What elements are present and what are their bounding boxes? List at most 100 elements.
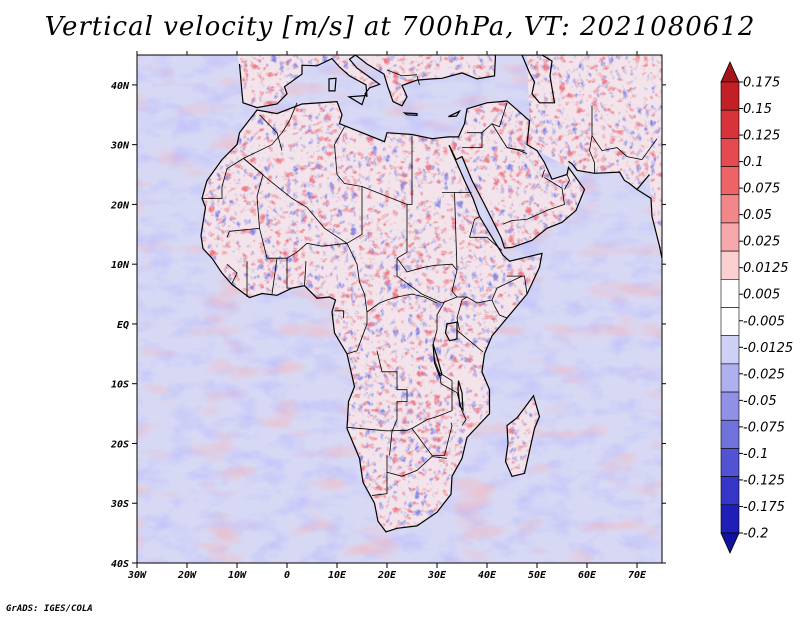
coastline-segment: [328, 77, 337, 92]
colorbar-label: -0.2: [743, 527, 768, 542]
x-tick-label: 0: [284, 570, 290, 581]
colorbar-label: -0.05: [743, 394, 777, 409]
colorbar-swatch: [720, 476, 740, 506]
border-segment: [439, 372, 467, 426]
border-segment: [456, 296, 468, 330]
colorbar-swatch: [720, 307, 740, 336]
colorbar-label: -0.125: [743, 473, 785, 488]
border-segment: [462, 132, 483, 148]
border-segment: [469, 216, 481, 238]
colorbar-label: 0.1: [743, 155, 764, 170]
coastline-segment: [402, 112, 418, 117]
x-axis: 30W 20W 10W 0 10E 20E 30E 40E 50E 60E 70E: [127, 51, 647, 581]
border-segment: [304, 261, 307, 286]
y-tick-label: 10N: [111, 260, 130, 271]
colorbar-label: 0.005: [743, 288, 780, 303]
border-segment: [396, 257, 458, 273]
y-tick-label: 10S: [111, 380, 129, 391]
coastline-segment: [568, 160, 595, 174]
colorbar-min-arrow: [720, 532, 740, 554]
colorbar-label: 0.025: [743, 235, 780, 250]
colorbar-swatch: [720, 138, 740, 167]
y-tick-label: 40N: [111, 81, 130, 92]
border-segment: [334, 126, 363, 187]
border-segment: [286, 258, 292, 289]
colorbar-label: 0.0125: [743, 261, 789, 276]
border-segment: [507, 275, 528, 295]
x-tick-label: 40E: [478, 570, 497, 581]
colorbar-swatch: [720, 250, 740, 280]
border-segment: [491, 102, 508, 128]
border-segment: [371, 455, 388, 496]
y-tick-label: 30N: [110, 141, 130, 152]
border-segment: [411, 422, 453, 456]
colorbar-swatch: [720, 391, 740, 421]
border-segment: [589, 135, 595, 174]
border-segment: [243, 102, 298, 159]
colorbar-label: -0.075: [743, 420, 785, 435]
colorbar-swatch: [720, 504, 740, 534]
colorbar-swatch: [720, 81, 740, 111]
y-tick-label: 20N: [110, 200, 130, 211]
chart-title: Vertical velocity [m/s] at 700hPa, VT: 2…: [44, 12, 756, 42]
colorbar-swatch: [720, 109, 740, 139]
colorbar-label: 0.175: [743, 76, 780, 91]
border-segment: [259, 228, 348, 259]
colorbar: 0.175 0.15 0.125 0.1 0.075 0.05 0.025 0.0125 0.0…: [720, 61, 793, 554]
lake-outline: [444, 321, 458, 342]
border-segment: [491, 299, 508, 319]
colorbar-label: -0.175: [743, 500, 785, 515]
y-axis: 40N 30N 20N 10N EQ 10S 20S 30S 40S: [110, 81, 666, 570]
colorbar-label: 0.05: [743, 208, 772, 223]
colorbar-swatch: [720, 335, 740, 365]
colorbar-label: -0.025: [743, 367, 785, 382]
x-tick-label: 50E: [528, 570, 547, 581]
colorbar-swatch: [720, 222, 740, 252]
y-tick-label: EQ: [117, 320, 129, 331]
border-segment: [564, 174, 570, 190]
grads-credit: GrADS: IGES/COLA: [6, 604, 93, 614]
y-tick-label: 20S: [110, 439, 129, 450]
velocity-field: [137, 55, 662, 563]
border-segment: [591, 105, 658, 161]
coastline-segment: [504, 394, 541, 477]
coastline-segment: [448, 109, 462, 118]
border-segment: [376, 350, 408, 456]
coastline-segment: [594, 171, 638, 190]
x-tick-label: 20E: [377, 570, 397, 581]
plot-frame: [136, 54, 663, 564]
x-tick-label: 10E: [328, 570, 347, 581]
x-tick-label: 20W: [177, 570, 197, 581]
border-segment: [481, 123, 525, 151]
border-segment: [366, 293, 438, 313]
colorbar-label: 0.075: [743, 182, 780, 197]
colorbar-swatch: [720, 279, 740, 308]
colorbar-label: 0.15: [743, 102, 772, 117]
colorbar-label: -0.005: [743, 314, 785, 329]
border-segment: [416, 75, 420, 86]
border-segment: [456, 329, 484, 353]
border-segment: [202, 157, 264, 238]
border-segment: [259, 114, 283, 151]
border-segment: [334, 310, 344, 318]
x-tick-label: 70E: [628, 570, 647, 581]
border-segment: [541, 169, 545, 178]
colorbar-swatch: [720, 194, 740, 224]
colorbar-swatch: [720, 363, 740, 393]
colorbar-label: 0.125: [743, 129, 780, 144]
border-segment: [243, 158, 523, 304]
border-segment: [469, 236, 503, 251]
colorbar-label: -0.1: [743, 447, 768, 462]
border-segment: [502, 177, 565, 225]
coastline-segment: [238, 55, 497, 109]
coastline-segment: [636, 174, 662, 259]
colorbar-max-arrow: [720, 61, 740, 83]
border-segment: [386, 456, 448, 477]
border-segment: [506, 147, 528, 154]
country-borders: [202, 69, 658, 496]
coastline-segment: [347, 94, 366, 106]
colorbar-swatch: [720, 166, 740, 196]
x-tick-label: 30E: [427, 570, 447, 581]
x-tick-label: 60E: [578, 570, 597, 581]
colorbar-swatch: [720, 448, 740, 477]
